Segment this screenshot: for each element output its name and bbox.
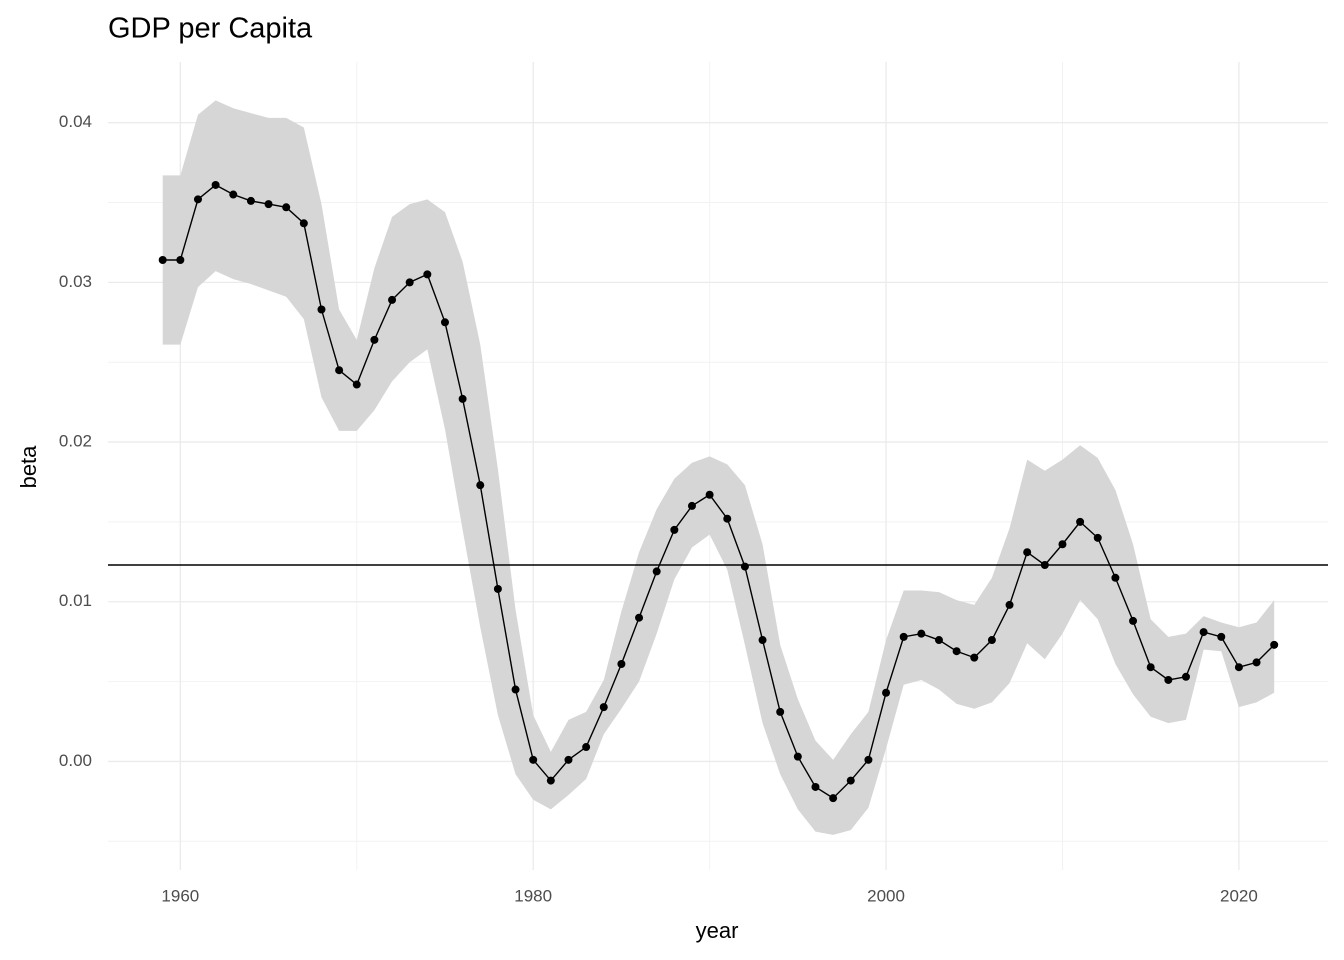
point — [282, 203, 291, 212]
point — [670, 525, 679, 534]
point — [617, 660, 626, 669]
point — [158, 256, 167, 265]
point — [388, 295, 397, 304]
line — [162, 184, 1275, 800]
point — [1234, 663, 1243, 672]
confidence-band — [162, 100, 1275, 835]
x-axis-title: year — [696, 918, 739, 943]
y-tick-label: 0.04 — [59, 112, 92, 131]
x-tick-label: 1960 — [161, 886, 199, 905]
point — [458, 394, 467, 403]
point — [546, 776, 555, 785]
point — [917, 629, 926, 638]
point — [1270, 640, 1279, 649]
y-tick-label: 0.00 — [59, 751, 92, 770]
point — [229, 190, 238, 199]
point — [723, 514, 732, 523]
point — [211, 180, 220, 189]
point — [317, 305, 326, 314]
point — [1040, 561, 1049, 570]
point — [599, 703, 608, 712]
y-tick-label: 0.03 — [59, 272, 92, 291]
point — [352, 380, 361, 389]
point — [811, 782, 820, 791]
point — [440, 318, 449, 327]
point — [987, 636, 996, 645]
point — [246, 196, 255, 205]
y-tick-label: 0.02 — [59, 432, 92, 451]
point — [493, 584, 502, 593]
y-tick-label: 0.01 — [59, 591, 92, 610]
point — [687, 501, 696, 510]
point — [1093, 533, 1102, 542]
point — [193, 195, 202, 204]
y-axis-title: beta — [16, 445, 41, 489]
point — [776, 707, 785, 716]
chart-title: GDP per Capita — [108, 13, 313, 45]
point — [264, 200, 273, 209]
point — [829, 794, 838, 803]
point — [899, 632, 908, 641]
point — [423, 270, 432, 279]
x-tick-label: 2020 — [1220, 886, 1258, 905]
point — [1005, 600, 1014, 609]
point — [582, 743, 591, 752]
point — [405, 278, 414, 287]
point — [758, 636, 767, 645]
point — [652, 567, 661, 576]
point — [635, 613, 644, 622]
point — [846, 776, 855, 785]
point — [970, 653, 979, 662]
point — [864, 755, 873, 764]
point — [740, 562, 749, 571]
point — [793, 752, 802, 761]
point — [705, 490, 714, 499]
point — [1111, 573, 1120, 582]
point — [1199, 628, 1208, 637]
point — [1146, 663, 1155, 672]
point — [1217, 632, 1226, 641]
point — [1164, 675, 1173, 684]
point — [476, 481, 485, 490]
point — [529, 755, 538, 764]
x-tick-label: 1980 — [514, 886, 552, 905]
point — [882, 688, 891, 697]
point — [511, 685, 520, 694]
x-tick-label: 2000 — [867, 886, 905, 905]
point — [564, 755, 573, 764]
point — [1076, 517, 1085, 526]
point — [370, 335, 379, 344]
point — [952, 647, 961, 656]
point — [1129, 616, 1138, 625]
point — [335, 366, 344, 375]
point — [299, 219, 308, 228]
point — [1058, 540, 1067, 549]
point — [1181, 672, 1190, 681]
point — [1252, 658, 1261, 667]
point — [176, 256, 185, 265]
point — [1023, 548, 1032, 557]
point — [934, 636, 943, 645]
